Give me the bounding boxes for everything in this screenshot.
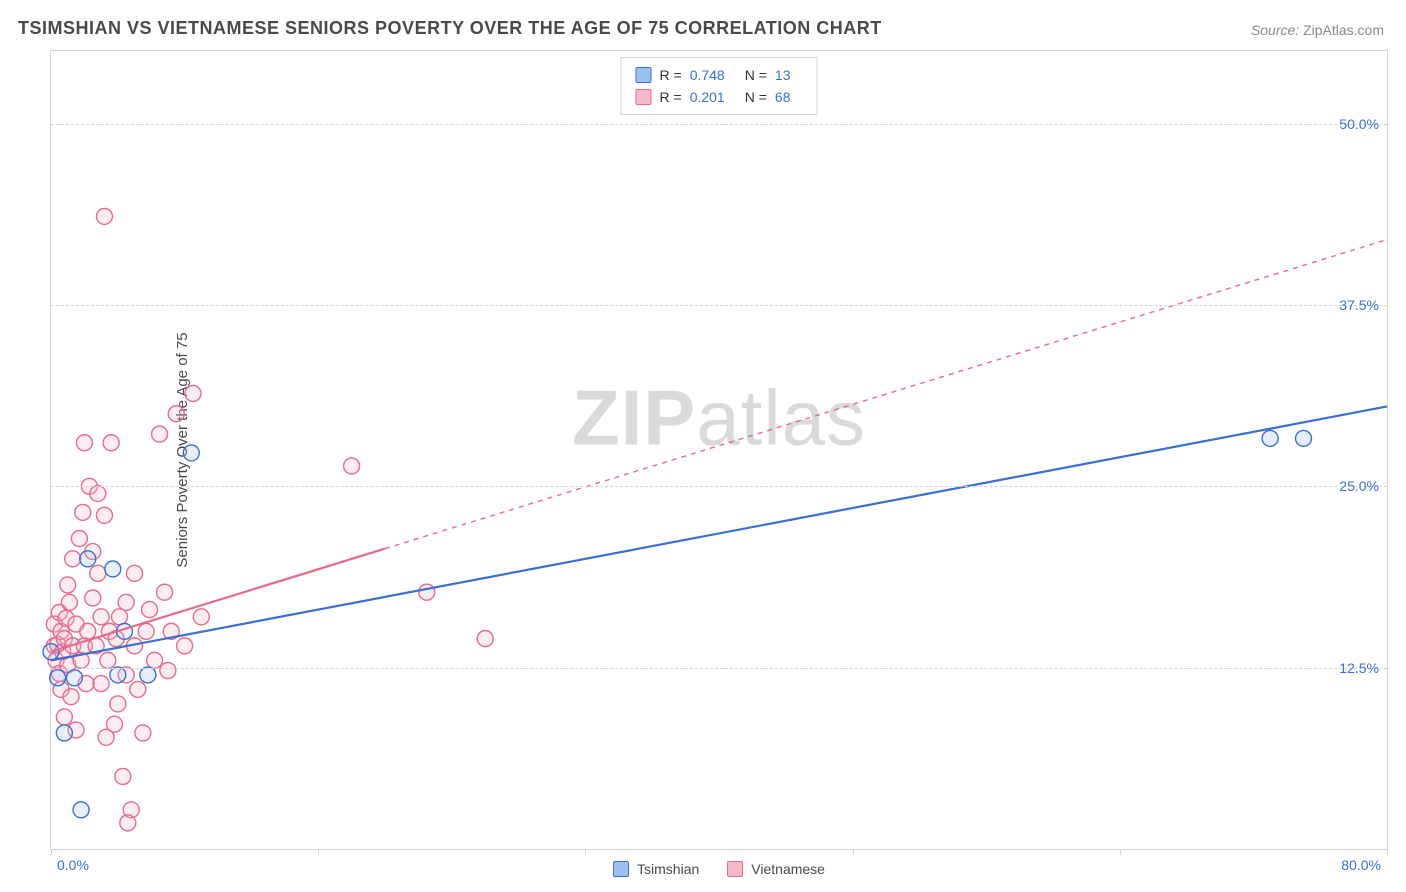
data-point (106, 716, 122, 732)
data-point (105, 561, 121, 577)
x-axis-max-label: 80.0% (1341, 857, 1381, 873)
y-tick-label: 25.0% (1339, 478, 1379, 494)
data-point (127, 565, 143, 581)
data-point (118, 594, 134, 610)
data-point (50, 670, 66, 686)
data-point (71, 531, 87, 547)
data-point (168, 406, 184, 422)
data-point (93, 609, 109, 625)
data-point (65, 551, 81, 567)
y-tick-label: 50.0% (1339, 116, 1379, 132)
data-point (60, 577, 76, 593)
x-tick (318, 849, 319, 855)
series-legend-swatch-1 (727, 861, 743, 877)
series-legend-label-1: Vietnamese (751, 861, 825, 877)
chart-title: TSIMSHIAN VS VIETNAMESE SENIORS POVERTY … (18, 18, 882, 39)
data-point (142, 602, 158, 618)
data-point (75, 504, 91, 520)
data-point (56, 709, 72, 725)
series-legend-item-0: Tsimshian (613, 861, 699, 877)
data-point (66, 670, 82, 686)
data-point (193, 609, 209, 625)
data-point (183, 445, 199, 461)
source-value: ZipAtlas.com (1303, 22, 1384, 38)
x-tick (853, 849, 854, 855)
data-point (152, 426, 168, 442)
series-legend-swatch-0 (613, 861, 629, 877)
data-point (344, 458, 360, 474)
data-point (110, 696, 126, 712)
x-tick (585, 849, 586, 855)
gridline (51, 305, 1387, 306)
data-point (120, 815, 136, 831)
gridline (51, 124, 1387, 125)
data-point (185, 385, 201, 401)
gridline (51, 668, 1387, 669)
x-tick (1387, 849, 1388, 855)
source-label: Source: (1251, 22, 1299, 38)
y-tick-label: 37.5% (1339, 297, 1379, 313)
data-point (96, 208, 112, 224)
data-point (73, 802, 89, 818)
data-point (100, 652, 116, 668)
plot-svg (51, 51, 1387, 849)
data-point (419, 584, 435, 600)
data-point (138, 623, 154, 639)
source-attribution: Source: ZipAtlas.com (1251, 22, 1384, 38)
data-point (56, 725, 72, 741)
data-point (140, 667, 156, 683)
data-point (103, 435, 119, 451)
data-point (110, 667, 126, 683)
gridline (51, 486, 1387, 487)
data-point (130, 681, 146, 697)
data-point (93, 676, 109, 692)
y-tick-label: 12.5% (1339, 660, 1379, 676)
data-point (90, 565, 106, 581)
data-point (160, 663, 176, 679)
data-point (61, 594, 77, 610)
data-point (111, 609, 127, 625)
series-legend-item-1: Vietnamese (727, 861, 825, 877)
data-point (63, 689, 79, 705)
series-legend: Tsimshian Vietnamese (613, 861, 825, 877)
data-point (96, 507, 112, 523)
x-tick (1120, 849, 1121, 855)
data-point (135, 725, 151, 741)
data-point (115, 768, 131, 784)
data-point (85, 590, 101, 606)
data-point (1262, 430, 1278, 446)
trendline (51, 406, 1387, 660)
x-axis-min-label: 0.0% (57, 857, 89, 873)
data-point (147, 652, 163, 668)
data-point (90, 486, 106, 502)
data-point (76, 435, 92, 451)
data-point (1296, 430, 1312, 446)
data-point (80, 623, 96, 639)
series-legend-label-0: Tsimshian (637, 861, 699, 877)
data-point (80, 551, 96, 567)
plot-area: Seniors Poverty Over the Age of 75 ZIPat… (50, 50, 1388, 850)
data-point (177, 638, 193, 654)
x-tick (51, 849, 52, 855)
data-point (477, 631, 493, 647)
data-point (157, 584, 173, 600)
